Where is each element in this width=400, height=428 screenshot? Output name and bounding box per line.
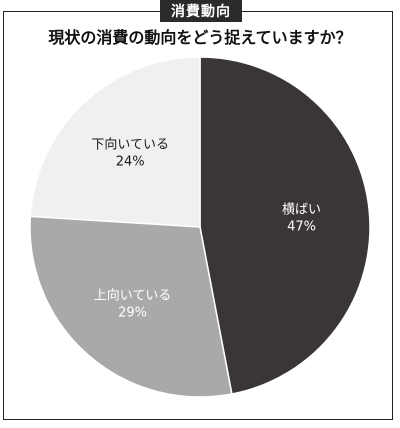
pie-slice-0: [199, 56, 371, 395]
category-tag: 消費動向: [160, 0, 242, 22]
slice-label-0: 横ばい: [282, 202, 321, 217]
pie-slices: [29, 56, 371, 398]
chart-question: 現状の消費の動向をどう捉えていますか？: [48, 28, 352, 47]
pie-slice-1: [29, 215, 233, 398]
slice-label-1: 上向いている: [94, 288, 172, 304]
slice-value-2: 24%: [116, 155, 145, 170]
pie-labels: 横ばい 47% 上向いている 29% 下向いている 24%: [91, 137, 321, 321]
slice-label-2: 下向いている: [91, 137, 169, 153]
pie-slice-2: [29, 56, 201, 228]
slice-value-0: 47%: [287, 219, 316, 234]
slice-value-1: 29%: [118, 306, 147, 321]
